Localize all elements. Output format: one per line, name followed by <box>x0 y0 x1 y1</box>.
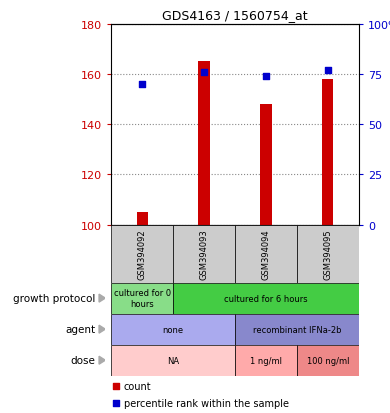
Point <box>263 74 269 80</box>
Bar <box>297 345 359 376</box>
Point <box>201 69 207 76</box>
Polygon shape <box>99 356 105 364</box>
Text: recombinant IFNa-2b: recombinant IFNa-2b <box>253 325 341 334</box>
Point <box>113 399 119 406</box>
Bar <box>235 314 359 345</box>
Text: none: none <box>163 325 184 334</box>
Text: NA: NA <box>167 356 179 365</box>
Text: count: count <box>124 381 151 391</box>
Text: 1 ng/ml: 1 ng/ml <box>250 356 282 365</box>
Text: 100 ng/ml: 100 ng/ml <box>307 356 349 365</box>
Text: agent: agent <box>66 324 96 335</box>
Bar <box>322 80 333 225</box>
Bar <box>173 283 359 314</box>
Bar <box>297 225 359 283</box>
Text: cultured for 6 hours: cultured for 6 hours <box>224 294 308 303</box>
Point <box>139 81 145 88</box>
Text: GSM394093: GSM394093 <box>200 229 209 279</box>
Bar <box>111 283 173 314</box>
Text: GSM394092: GSM394092 <box>138 229 147 279</box>
Bar <box>111 225 173 283</box>
Bar <box>235 225 297 283</box>
Bar <box>235 345 297 376</box>
Bar <box>111 314 235 345</box>
Text: cultured for 0
hours: cultured for 0 hours <box>113 289 171 308</box>
Point <box>325 68 331 74</box>
Text: dose: dose <box>71 355 96 366</box>
Point <box>113 383 119 389</box>
Text: percentile rank within the sample: percentile rank within the sample <box>124 398 289 408</box>
Title: GDS4163 / 1560754_at: GDS4163 / 1560754_at <box>162 9 308 22</box>
Bar <box>199 62 209 225</box>
Text: growth protocol: growth protocol <box>13 293 96 304</box>
Text: GSM394095: GSM394095 <box>323 229 332 279</box>
Polygon shape <box>99 294 105 302</box>
Text: GSM394094: GSM394094 <box>261 229 270 279</box>
Bar <box>261 105 271 225</box>
Bar <box>111 345 235 376</box>
Bar <box>136 213 148 225</box>
Bar <box>173 225 235 283</box>
Polygon shape <box>99 325 105 333</box>
